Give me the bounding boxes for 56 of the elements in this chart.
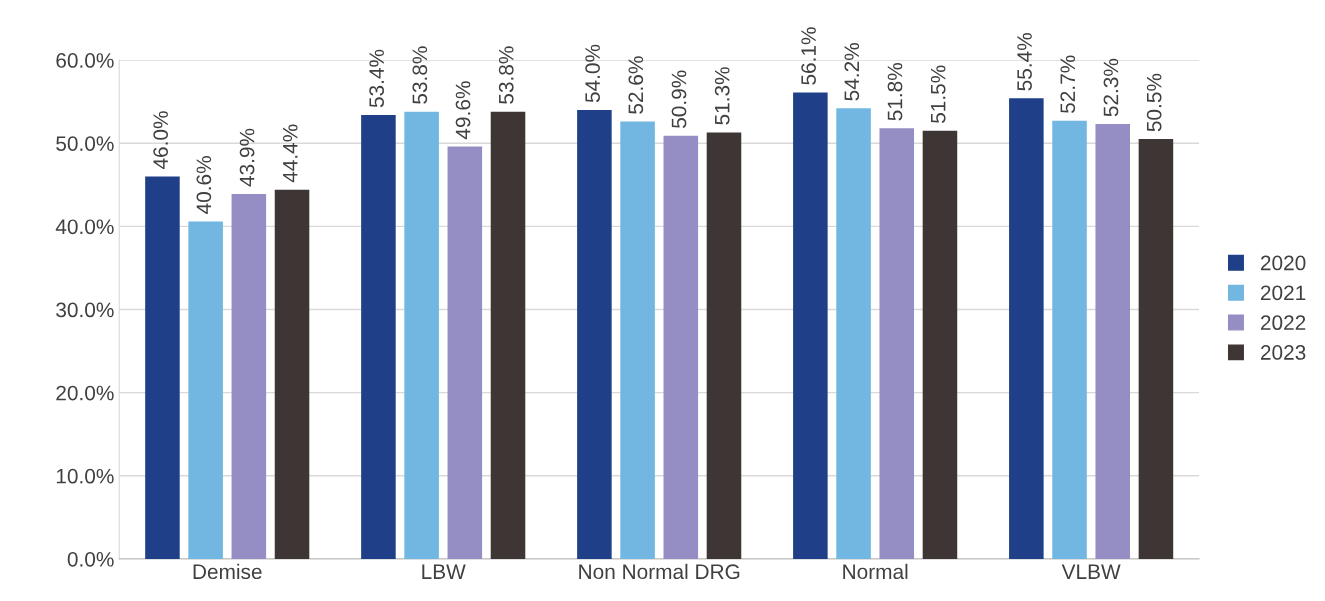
bar [836, 108, 871, 559]
legend-label: 2020 [1260, 255, 1306, 271]
bar [663, 135, 699, 559]
data-label: 40.6% [196, 156, 212, 214]
bar [274, 189, 310, 559]
y-tick-label: 10.0% [56, 468, 114, 484]
x-tick-label: Normal [843, 563, 908, 580]
bar [231, 193, 267, 559]
legend-label: 2022 [1260, 315, 1306, 331]
data-label: 46.0% [153, 111, 169, 170]
bar [1095, 124, 1131, 559]
bar [879, 128, 915, 559]
y-tick-label: 40.0% [55, 219, 114, 235]
bar [577, 109, 612, 559]
data-label: 52.3% [1103, 58, 1119, 117]
bar [188, 221, 223, 559]
legend-label: 2023 [1260, 345, 1306, 360]
data-label: 53.4% [369, 49, 385, 108]
data-label: 55.4% [1017, 33, 1032, 91]
bar [620, 121, 655, 559]
x-tick-label: Demise [193, 563, 262, 580]
data-label: 54.2% [844, 43, 860, 101]
bar [793, 92, 828, 559]
bar [706, 132, 742, 559]
x-tick-label: VLBW [1061, 564, 1121, 579]
y-tick-label: 20.0% [56, 385, 114, 401]
bar [447, 146, 483, 559]
legend-label: 2021 [1260, 285, 1306, 301]
bar [490, 111, 526, 559]
data-label: 51.5% [930, 65, 946, 123]
data-label: 53.8% [412, 46, 428, 104]
bar [922, 130, 958, 559]
bar [404, 111, 439, 559]
y-tick-label: 0.0% [67, 551, 114, 567]
data-label: 49.6% [455, 81, 471, 140]
data-label: 50.9% [671, 70, 687, 128]
x-tick-label: LBW [422, 564, 466, 579]
data-label: 51.8% [887, 63, 903, 121]
y-tick-label: 50.0% [56, 136, 114, 151]
data-label: 52.6% [628, 56, 644, 114]
data-label: 43.9% [239, 128, 255, 187]
data-label: 50.5% [1146, 73, 1162, 132]
data-label: 52.7% [1060, 55, 1076, 114]
bar [1052, 120, 1087, 559]
y-tick-label: 60.0% [56, 53, 114, 68]
bar [361, 114, 396, 559]
bar [1138, 139, 1174, 559]
y-tick-label: 30.0% [56, 302, 114, 318]
bar [145, 176, 180, 559]
bar [1009, 98, 1044, 559]
x-tick-label: Non Normal DRG [579, 563, 740, 580]
data-label: 54.0% [585, 44, 600, 103]
data-label: 51.3% [714, 67, 730, 125]
data-label: 56.1% [801, 27, 816, 85]
data-label: 53.8% [498, 46, 514, 104]
data-label: 44.4% [282, 124, 298, 183]
